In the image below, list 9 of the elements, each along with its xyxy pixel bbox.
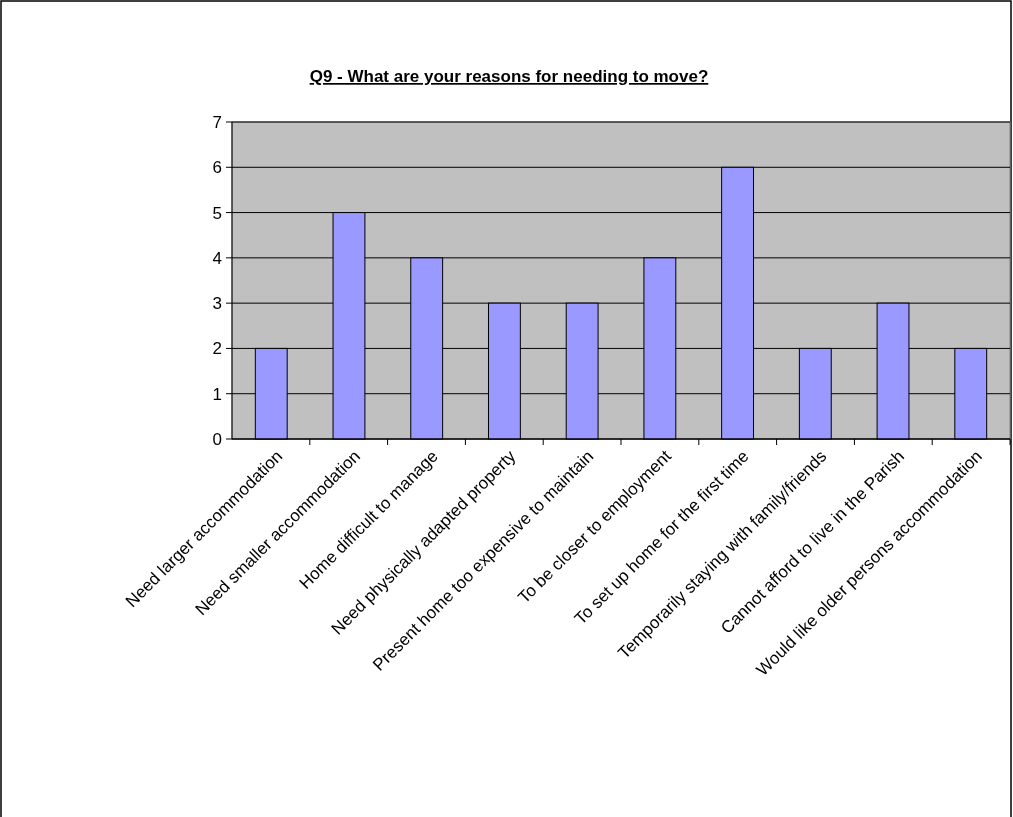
y-tick-label: 0 [212, 429, 222, 449]
y-tick-label: 3 [212, 294, 222, 314]
y-tick-label: 5 [212, 203, 222, 223]
y-tick-label: 2 [212, 339, 222, 359]
y-tick-label: 4 [212, 248, 222, 268]
chart-title: Q9 - What are your reasons for needing to move? [309, 67, 709, 86]
y-tick-label: 6 [212, 158, 222, 178]
y-tick-label: 7 [212, 112, 222, 132]
y-tick-label: 1 [212, 384, 222, 404]
